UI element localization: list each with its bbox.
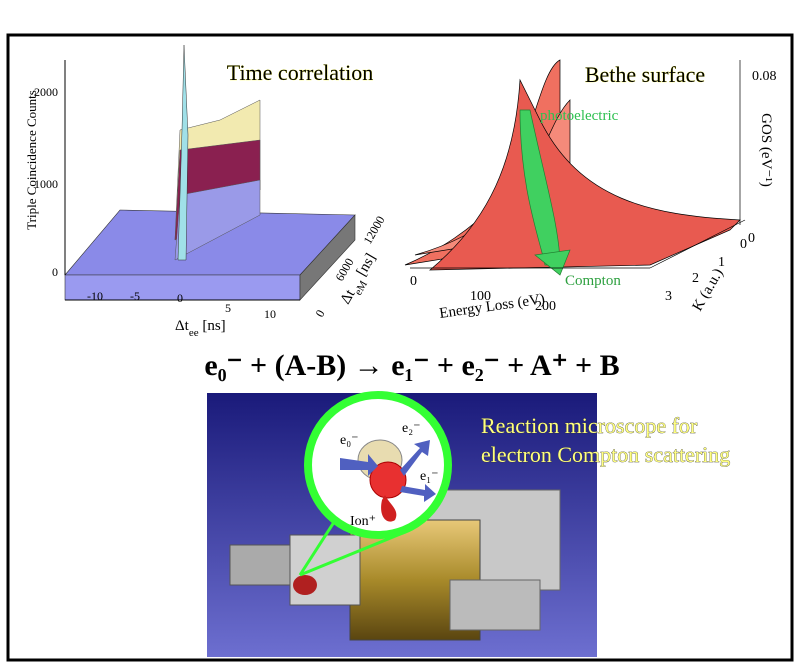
- bethe-x-label: Energy Loss (eV): [438, 291, 546, 322]
- compton-label: Compton: [565, 273, 621, 289]
- k-tick: 0: [740, 237, 747, 252]
- photoelectric-label: photoelectric: [540, 108, 619, 124]
- z-tick: 0: [312, 307, 327, 319]
- x-tick: 0: [410, 274, 417, 289]
- microscope-image: [207, 391, 597, 657]
- particle-label: e₀⁻: [340, 433, 358, 448]
- y-tick: 0: [748, 231, 755, 246]
- equation: e₀⁻ + (A-B) → e₁⁻ + e₂⁻ + A⁺ + B: [204, 349, 619, 382]
- y-tick: 0.08: [752, 69, 777, 84]
- particle-label: e₁⁻: [420, 469, 438, 484]
- x-tick: -10: [87, 289, 103, 303]
- label-unit: [ns]: [199, 318, 226, 334]
- x-tick: 100: [470, 289, 491, 304]
- y-tick: 2000: [34, 85, 58, 99]
- particle-label: Ion⁺: [350, 514, 376, 529]
- x-tick: 10: [264, 307, 276, 321]
- caption-line: Reaction microscope for: [481, 413, 698, 438]
- label-unit: [ns]: [352, 251, 379, 282]
- x-tick: 200: [535, 299, 556, 314]
- caption-line: electron Compton scattering: [481, 442, 730, 467]
- bethe-plot: [404, 59, 746, 276]
- bethe-title: Bethe surface: [585, 62, 705, 87]
- time-plot: [64, 44, 356, 301]
- k-tick: 3: [665, 289, 672, 304]
- label-main: Δt: [175, 318, 190, 334]
- z-tick: 12000: [360, 214, 387, 247]
- x-tick: 5: [225, 301, 231, 315]
- time-title: Time correlation: [227, 60, 373, 85]
- x-tick: -5: [130, 289, 140, 303]
- y-tick: 0: [52, 265, 58, 279]
- k-tick: 2: [692, 271, 699, 286]
- time-y-label: Triple Coincidence Counts: [24, 90, 39, 230]
- k-tick: 1: [718, 255, 725, 270]
- bethe-y-label: GOS (eV⁻¹): [758, 113, 774, 187]
- particle-label: e₂⁻: [402, 421, 420, 436]
- y-tick: 1000: [34, 177, 58, 191]
- time-x-label: Δtee [ns]: [175, 318, 226, 339]
- x-tick: 0: [177, 291, 183, 305]
- label-sub: ee: [189, 327, 199, 339]
- frame: [6, 33, 794, 662]
